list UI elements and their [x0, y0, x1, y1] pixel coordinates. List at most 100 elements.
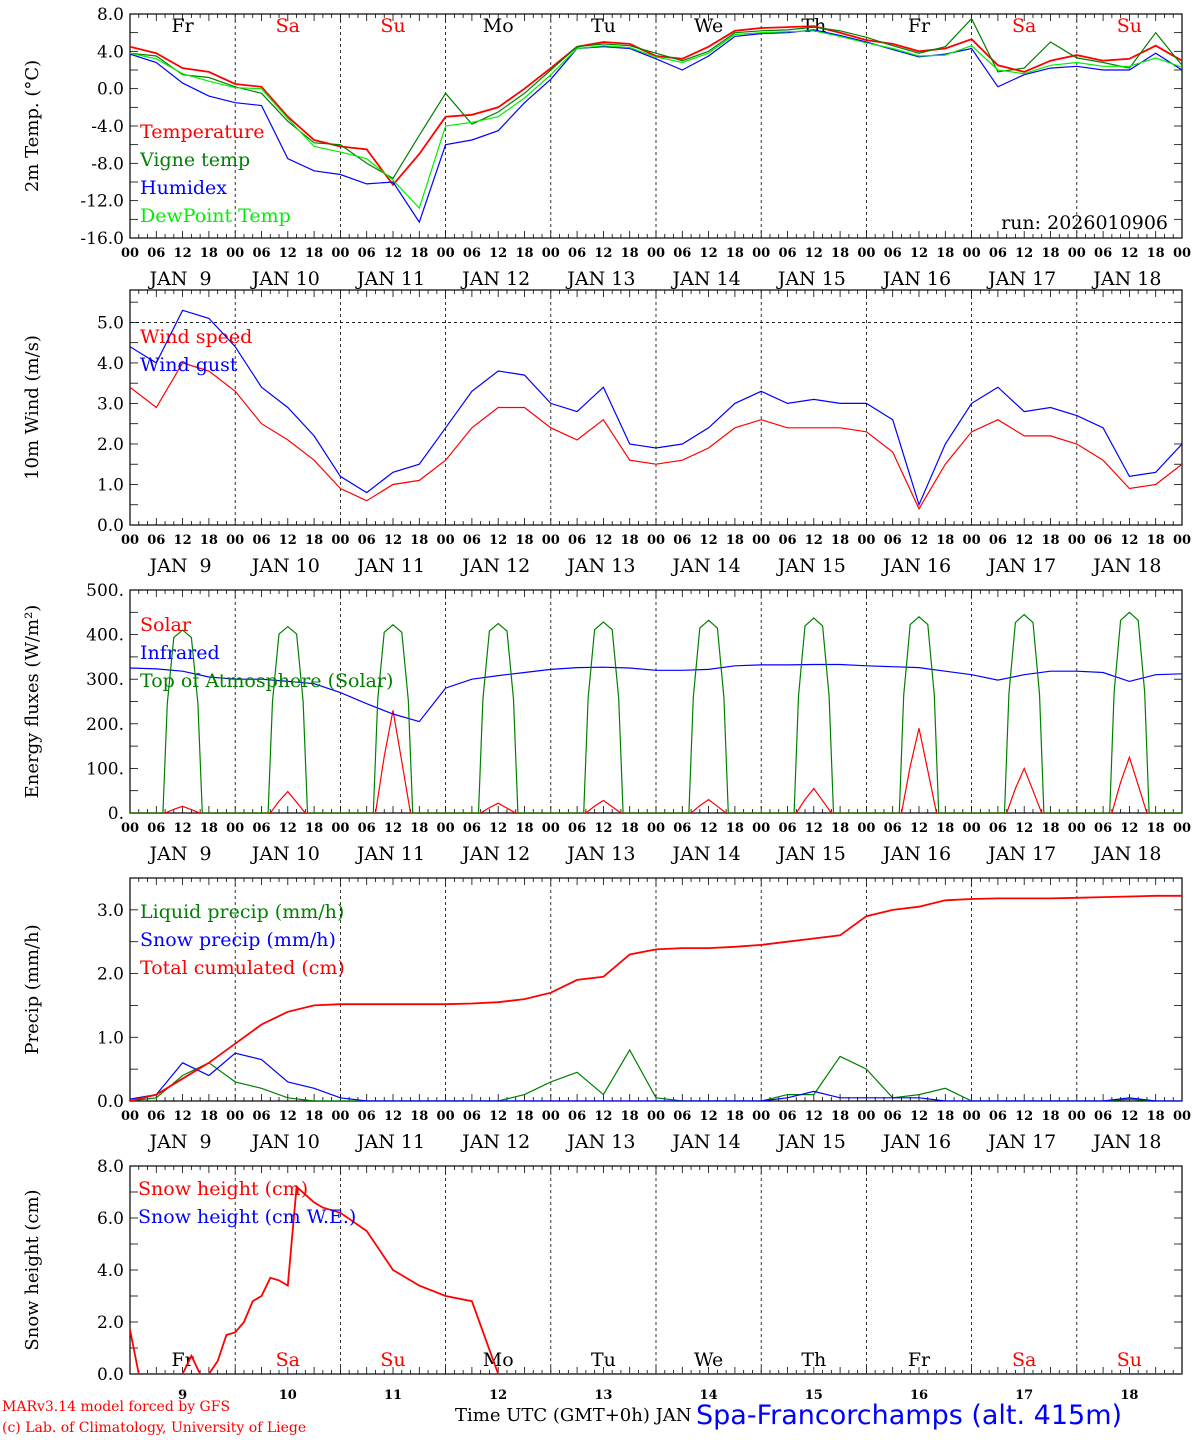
x-hour-label: 06: [989, 533, 1007, 548]
x-date-label: JAN 13: [565, 268, 635, 290]
day-of-week-label: Th: [801, 1349, 826, 1371]
day-of-week-label: We: [694, 1349, 723, 1371]
x-hour-label: 12: [489, 821, 507, 836]
x-hour-label: 06: [358, 246, 376, 261]
x-hour-label: 00: [1173, 246, 1191, 261]
day-of-week-label: Sa: [1012, 1349, 1036, 1371]
x-hour-label: 18: [726, 821, 744, 836]
x-hour-label: 00: [1173, 533, 1191, 548]
x-hour-label: 06: [568, 533, 586, 548]
x-hour-label: 12: [1015, 533, 1033, 548]
x-hour-label: 06: [147, 246, 165, 261]
x-hour-label: 00: [1173, 821, 1191, 836]
x-hour-label: 18: [726, 246, 744, 261]
y-tick-label: 5.0: [97, 313, 124, 333]
x-hour-label: 18: [200, 533, 218, 548]
x-hour-label: 18: [1041, 533, 1059, 548]
legend-entry: Total cumulated (cm): [140, 957, 345, 979]
day-of-week-label: Fr: [171, 15, 194, 37]
x-hour-label: 18: [515, 821, 533, 836]
legend-entry: Wind gust: [140, 354, 238, 376]
x-hour-label: 12: [910, 821, 928, 836]
x-hour-label: 12: [279, 1109, 297, 1124]
x-hour-label: 00: [1068, 246, 1086, 261]
y-axis-label: Energy fluxes (W/m²): [22, 605, 43, 799]
legend-entry: Wind speed: [140, 326, 252, 348]
x-hour-label: 12: [384, 1109, 402, 1124]
x-hour-label: 06: [568, 246, 586, 261]
x-hour-label: 06: [989, 246, 1007, 261]
x-hour-label: 00: [121, 533, 139, 548]
x-hour-label: 12: [279, 821, 297, 836]
x-hour-label: 12: [700, 533, 718, 548]
x-hour-label: 00: [647, 533, 665, 548]
x-hour-label: 06: [568, 1109, 586, 1124]
x-date-label: JAN 14: [671, 1131, 741, 1153]
y-axis-label: Precip (mm/h): [22, 924, 43, 1054]
x-hour-label: 12: [279, 246, 297, 261]
x-date-label: JAN 18: [1091, 268, 1161, 290]
x-date-label: JAN 15: [776, 268, 846, 290]
x-date-label: JAN 13: [565, 555, 635, 577]
x-date-label: JAN 18: [1091, 555, 1161, 577]
x-hour-label: 00: [857, 821, 875, 836]
series-line-wind-speed: [130, 362, 1182, 511]
day-of-week-label: Fr: [908, 1349, 931, 1371]
x-hour-label: 06: [358, 1109, 376, 1124]
x-hour-label: 00: [226, 246, 244, 261]
x-day-number: 11: [384, 1388, 402, 1403]
y-tick-label: 200.: [86, 715, 124, 735]
x-hour-label: 06: [463, 1109, 481, 1124]
x-hour-label: 18: [410, 821, 428, 836]
x-hour-label: 00: [963, 1109, 981, 1124]
y-tick-label: 100.: [86, 759, 124, 779]
x-hour-label: 00: [752, 1109, 770, 1124]
x-hour-label: 06: [778, 533, 796, 548]
y-tick-label: -16.0: [80, 229, 124, 249]
x-hour-label: 00: [331, 821, 349, 836]
x-hour-label: 00: [647, 1109, 665, 1124]
x-hour-label: 06: [147, 821, 165, 836]
x-hour-label: 12: [805, 1109, 823, 1124]
x-hour-label: 18: [1041, 821, 1059, 836]
y-tick-label: -4.0: [91, 117, 124, 137]
y-tick-label: 0.: [108, 804, 124, 824]
x-hour-label: 12: [174, 821, 192, 836]
day-of-week-label: Mo: [483, 1349, 514, 1371]
x-hour-label: 12: [1120, 246, 1138, 261]
day-of-week-label: Sa: [276, 1349, 300, 1371]
x-day-number: 9: [178, 1388, 187, 1403]
y-axis-label: Snow height (cm): [22, 1189, 43, 1350]
day-of-week-label: Tu: [591, 15, 616, 37]
x-hour-label: 12: [594, 821, 612, 836]
x-date-label: JAN 13: [565, 1131, 635, 1153]
x-date-label: JAN 15: [776, 843, 846, 865]
x-hour-label: 06: [778, 821, 796, 836]
x-hour-label: 18: [1147, 1109, 1165, 1124]
x-hour-label: 00: [542, 821, 560, 836]
x-hour-label: 00: [963, 821, 981, 836]
x-hour-label: 06: [1094, 533, 1112, 548]
x-hour-label: 12: [1120, 533, 1138, 548]
x-hour-label: 18: [1147, 246, 1165, 261]
x-hour-label: 06: [358, 821, 376, 836]
y-tick-label: 400.: [86, 626, 124, 646]
x-hour-label: 00: [1068, 533, 1086, 548]
x-hour-label: 06: [463, 533, 481, 548]
x-hour-label: 00: [857, 1109, 875, 1124]
x-hour-label: 00: [121, 821, 139, 836]
x-hour-label: 06: [884, 533, 902, 548]
x-hour-label: 12: [700, 1109, 718, 1124]
x-hour-label: 06: [778, 246, 796, 261]
x-hour-label: 18: [200, 1109, 218, 1124]
y-tick-label: 1.0: [97, 475, 124, 495]
x-hour-label: 12: [910, 246, 928, 261]
plot-frame: [129, 589, 1183, 814]
x-hour-label: 18: [936, 821, 954, 836]
x-axis-title: Time UTC (GMT+0h) JAN: [455, 1405, 692, 1426]
x-date-label: JAN 14: [671, 268, 741, 290]
x-hour-label: 18: [305, 533, 323, 548]
y-tick-label: 4.0: [97, 354, 124, 374]
day-of-week-label: Mo: [483, 15, 514, 37]
